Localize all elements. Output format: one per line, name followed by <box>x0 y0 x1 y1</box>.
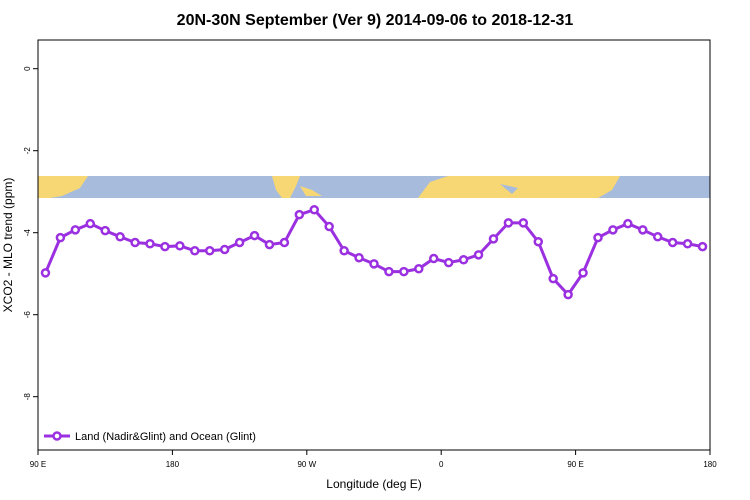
point <box>428 253 439 264</box>
point <box>518 218 529 228</box>
point <box>533 236 544 247</box>
x-tick-label: 180 <box>703 460 717 469</box>
point <box>443 257 454 268</box>
point <box>399 266 409 277</box>
point <box>384 266 394 277</box>
point <box>249 230 260 241</box>
point <box>593 232 603 243</box>
point <box>667 237 678 248</box>
point <box>608 225 618 235</box>
point <box>145 239 155 249</box>
point <box>473 250 484 260</box>
point <box>458 255 469 265</box>
point <box>204 245 215 256</box>
point <box>682 239 693 249</box>
point <box>55 232 66 243</box>
x-tick-label: 90 W <box>297 460 316 469</box>
point <box>160 241 170 252</box>
point <box>324 221 334 232</box>
y-tick-label: 0 <box>23 66 32 71</box>
point <box>85 218 96 229</box>
legend-marker <box>52 431 62 441</box>
x-tick-label: 180 <box>166 460 180 469</box>
y-tick-label: -8 <box>23 393 32 401</box>
point <box>190 245 200 256</box>
point <box>70 225 81 235</box>
chart-title: 20N-30N September (Ver 9) 2014-09-06 to … <box>177 12 574 29</box>
point <box>638 225 648 235</box>
point <box>234 237 245 248</box>
point <box>623 218 633 229</box>
point <box>369 259 379 269</box>
x-tick-label: 0 <box>439 460 444 469</box>
legend-label: Land (Nadir&Glint) and Ocean (Glint) <box>75 431 256 443</box>
y-tick-label: -4 <box>23 229 32 237</box>
point <box>697 241 708 252</box>
y-axis-label: XCO2 - MLO trend (ppm) <box>1 178 15 313</box>
point <box>563 289 573 300</box>
point <box>354 252 364 263</box>
point <box>175 241 185 251</box>
x-tick-label: 90 E <box>30 460 46 469</box>
point <box>339 245 349 256</box>
point <box>578 268 588 278</box>
y-tick-label: -2 <box>23 147 32 155</box>
plot-frame <box>37 39 711 451</box>
map-strip <box>38 176 710 198</box>
series-line <box>44 208 703 297</box>
x-axis-label: Longitude (deg E) <box>326 477 421 491</box>
point <box>548 273 558 284</box>
point <box>503 218 514 228</box>
point <box>115 232 125 242</box>
point <box>414 264 424 274</box>
point <box>279 237 290 248</box>
point <box>219 244 230 255</box>
point <box>488 234 499 244</box>
point <box>130 237 140 248</box>
y-tick-label: -6 <box>23 311 32 319</box>
point <box>652 232 663 242</box>
point <box>264 239 275 250</box>
x-tick-label: 90 E <box>567 460 583 469</box>
point <box>40 268 51 278</box>
point <box>100 225 110 236</box>
point <box>294 209 305 220</box>
point <box>309 204 320 215</box>
